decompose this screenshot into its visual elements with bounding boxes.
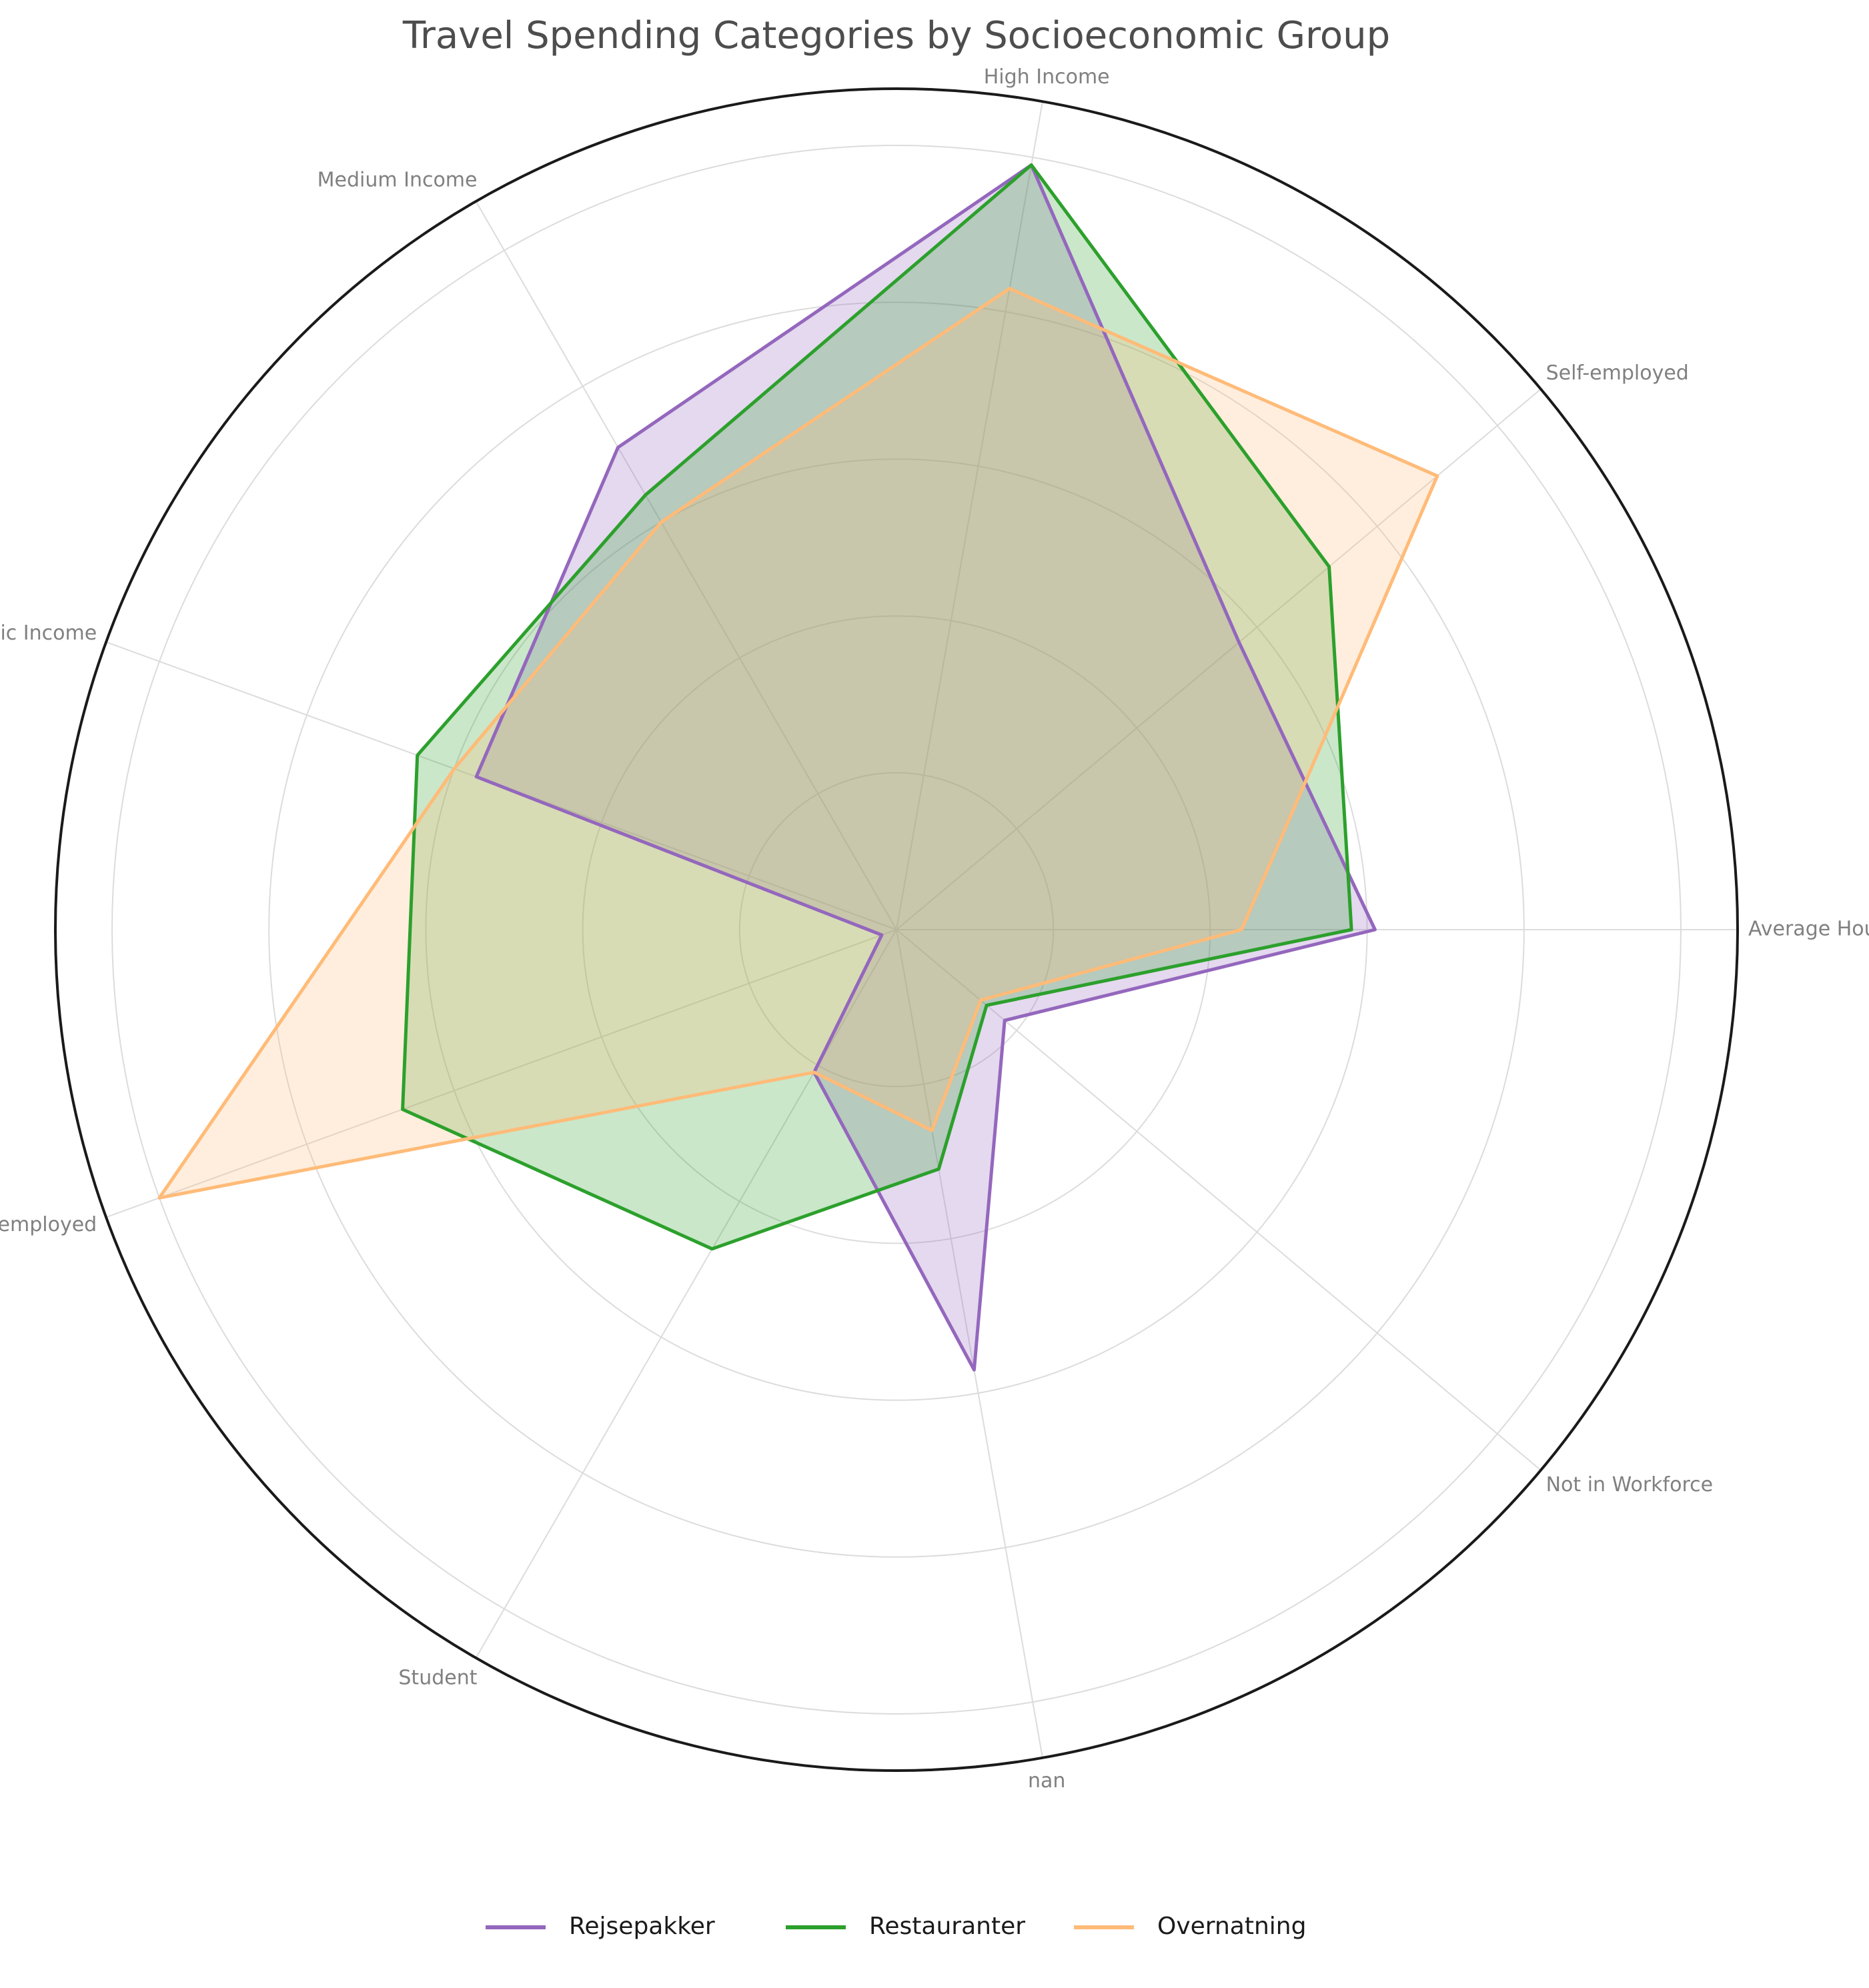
category-label: nan xyxy=(1028,1769,1065,1793)
series-area-fill xyxy=(159,288,1437,1198)
grid-spoke xyxy=(896,388,1541,930)
series-line xyxy=(401,163,1353,1251)
legend: Rejsepakker Restauranter Overnatning xyxy=(486,1913,1306,1940)
grid-spoke xyxy=(896,929,1043,1758)
polar-frame xyxy=(54,87,1739,1772)
category-label: Not in Workforce xyxy=(1546,1473,1714,1497)
category-label: Self-employed xyxy=(1546,361,1689,385)
category-label: Unemployed xyxy=(0,1213,97,1236)
grid-spoke xyxy=(896,101,1043,930)
chart-title: Travel Spending Categories by Socioecono… xyxy=(402,14,1390,57)
grid-spoke xyxy=(475,201,897,930)
category-label: High Income xyxy=(984,65,1110,89)
legend-label: Rejsepakker xyxy=(569,1913,715,1940)
series-line xyxy=(157,287,1439,1200)
legend-label: Restauranter xyxy=(869,1913,1025,1940)
category-label: Medium Income xyxy=(318,168,478,191)
category-label: Basic Income xyxy=(0,622,97,645)
grid-spoke xyxy=(105,929,897,1218)
category-label: Student xyxy=(398,1667,477,1690)
category-labels: Average Household Self-employed High Incom… xyxy=(0,65,1869,1793)
series-area-fill xyxy=(476,165,1375,1370)
legend-label: Overnatning xyxy=(1157,1913,1306,1940)
series-area xyxy=(157,163,1439,1372)
category-label: Average Household xyxy=(1748,918,1869,941)
series-line xyxy=(474,163,1377,1372)
